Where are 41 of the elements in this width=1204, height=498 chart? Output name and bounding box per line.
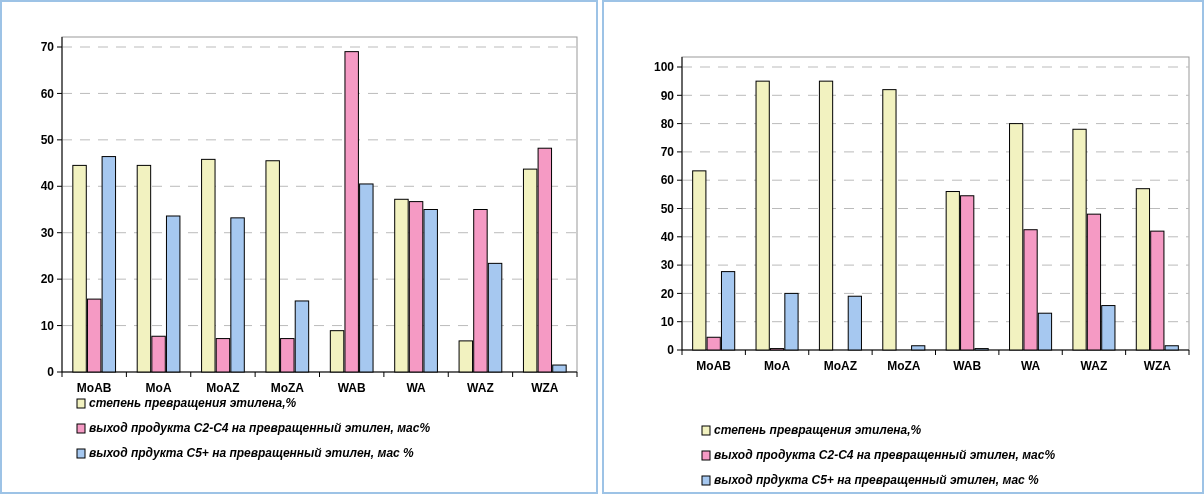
legend-label: степень превращения этилена,% — [89, 396, 297, 410]
x-tick-label: MoZA — [887, 359, 921, 373]
y-tick-label: 10 — [660, 314, 675, 329]
y-tick-label: 40 — [660, 230, 675, 244]
x-tick-label: MoA — [764, 359, 791, 373]
x-tick-label: WAZ — [1080, 359, 1108, 373]
y-tick-label: 40 — [40, 179, 55, 194]
y-tick-label: 20 — [660, 286, 675, 301]
x-tick-label: MoAB — [696, 359, 732, 373]
y-tick-label: 50 — [660, 201, 675, 216]
y-tick-label: 60 — [660, 173, 675, 188]
y-tick-label: 10 — [40, 318, 55, 333]
x-tick-label: MoZA — [270, 381, 305, 395]
x-tick-label: WAB — [953, 359, 982, 373]
y-tick-label: 80 — [660, 116, 675, 131]
legend-label: степень превращения этилена,% — [714, 423, 922, 437]
y-tick-label: 70 — [40, 40, 55, 55]
y-tick-label: 0 — [667, 343, 675, 358]
y-tick-label: 50 — [40, 133, 55, 148]
x-tick-label: WZA — [1143, 359, 1172, 373]
y-tick-label: 30 — [40, 225, 55, 240]
x-tick-label: MoA — [145, 381, 172, 395]
y-tick-label: 60 — [40, 86, 55, 101]
x-tick-label: MoAZ — [823, 359, 858, 373]
legend-label: выход прдукта С5+ на превращенный этилен, мас % — [89, 446, 415, 460]
x-tick-label: WAB — [337, 381, 367, 395]
legend-label: выход продукта С2-С4 на превращенный этилен, мас% — [714, 448, 1056, 462]
y-tick-label: 0 — [47, 365, 55, 380]
legend-label: выход продукта С2-С4 на превращенный этилен, мас% — [89, 421, 431, 435]
y-tick-label: 90 — [660, 88, 675, 103]
x-tick-label: WAZ — [467, 381, 494, 395]
x-tick-label: WZA — [531, 381, 559, 395]
y-tick-label: 30 — [660, 258, 675, 273]
x-tick-label: MoAB — [76, 381, 112, 395]
x-tick-label: MoAZ — [206, 381, 240, 395]
x-tick-label: WA — [1020, 359, 1041, 373]
y-tick-label: 20 — [40, 272, 55, 287]
y-tick-label: 100 — [653, 60, 675, 75]
y-tick-label: 70 — [660, 145, 675, 160]
x-tick-label: WA — [406, 381, 427, 395]
legend-label: выход прдукта С5+ на превращенный этилен, мас % — [714, 473, 1040, 487]
